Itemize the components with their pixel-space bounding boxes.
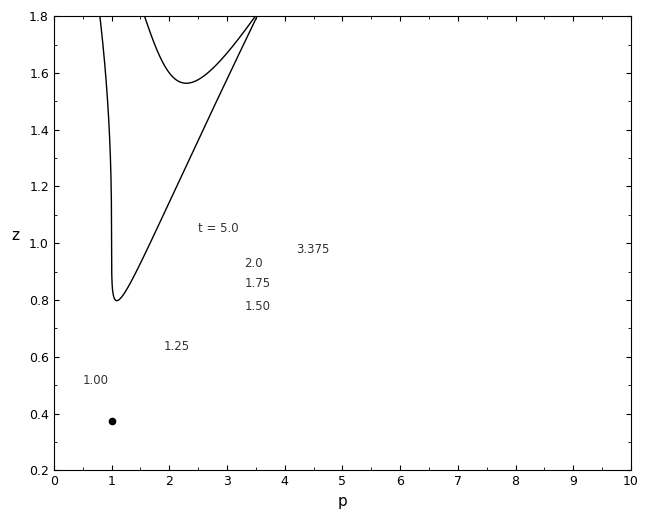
Text: 1.25: 1.25: [164, 340, 190, 353]
X-axis label: p: p: [337, 494, 347, 509]
Text: 3.375: 3.375: [296, 243, 330, 256]
Text: 1.50: 1.50: [244, 300, 270, 313]
Text: t = 5.0: t = 5.0: [198, 222, 239, 235]
Text: 1.00: 1.00: [83, 374, 109, 387]
Y-axis label: z: z: [11, 228, 19, 243]
Text: 1.75: 1.75: [244, 277, 270, 290]
Text: 2.0: 2.0: [244, 257, 263, 270]
